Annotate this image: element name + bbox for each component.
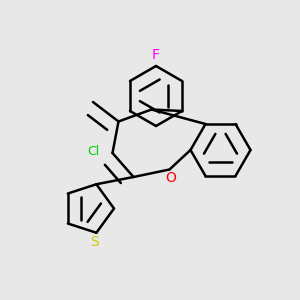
Text: F: F <box>152 49 160 62</box>
Text: Cl: Cl <box>87 145 99 158</box>
Text: S: S <box>91 235 99 249</box>
Text: O: O <box>166 172 176 185</box>
